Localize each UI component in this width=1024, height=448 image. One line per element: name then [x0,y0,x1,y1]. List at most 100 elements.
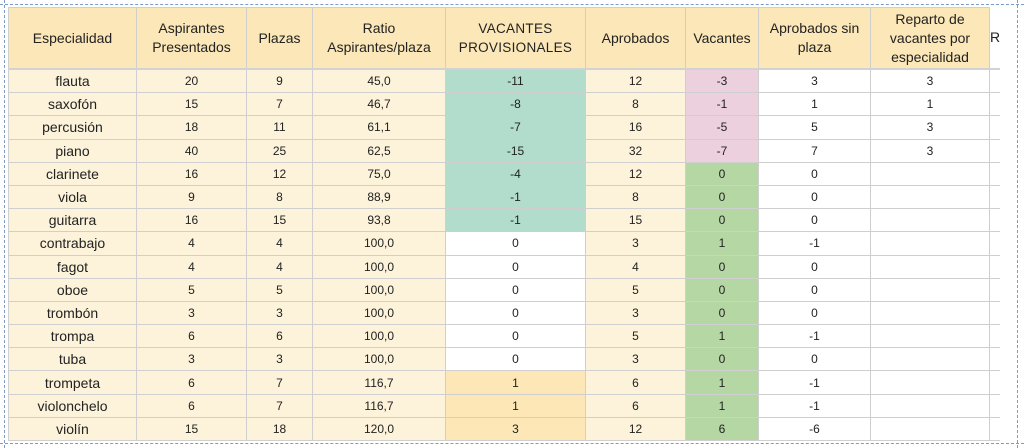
cell-ratio[interactable]: 100,0 [312,300,446,326]
cell-vacantes[interactable]: 0 [685,277,759,302]
cell-ratio[interactable]: 46,7 [312,92,446,117]
cell-especialidad[interactable]: fagot [8,254,137,279]
cell-plazas[interactable]: 7 [246,393,313,418]
cell-vacantes[interactable]: 6 [685,416,759,442]
cell-vacantes-provisionales[interactable]: 3 [445,416,586,442]
header-aspirantes[interactable]: Aspirantes Presentados [136,7,247,70]
cell-vacantes-provisionales[interactable]: -1 [445,208,586,233]
cell-reparto[interactable] [870,347,990,372]
cell-aspirantes[interactable]: 20 [136,68,247,94]
cell-especialidad[interactable]: piano [8,138,137,163]
cell-vacantes[interactable]: 1 [685,370,759,395]
cell-aprobados[interactable]: 3 [585,231,686,256]
cell-aprobados[interactable]: 5 [585,277,686,302]
cell-reparto[interactable] [870,231,990,256]
cell-ratio[interactable]: 93,8 [312,208,446,233]
cell-aspirantes[interactable]: 9 [136,184,247,210]
cell-plazas[interactable]: 4 [246,254,313,279]
cell-aspirantes[interactable]: 4 [136,231,247,256]
cell-aspirantes[interactable]: 18 [136,115,247,140]
cell-ratio[interactable]: 120,0 [312,416,446,442]
cell-vacantes[interactable]: 0 [685,161,759,186]
cell-aprobados[interactable]: 15 [585,208,686,233]
cell-aspirantes[interactable]: 6 [136,370,247,395]
cell-ratio[interactable]: 116,7 [312,370,446,395]
cell-vacantes-provisionales[interactable]: -15 [445,138,586,163]
cell-aspirantes[interactable]: 15 [136,416,247,442]
cell-vacantes-provisionales[interactable]: -4 [445,161,586,186]
cell-extra[interactable] [989,300,1001,326]
cell-aprobados[interactable]: 8 [585,92,686,117]
cell-vacantes-provisionales[interactable]: 0 [445,277,586,302]
cell-especialidad[interactable]: trompeta [8,370,137,395]
cell-plazas[interactable]: 4 [246,231,313,256]
cell-reparto[interactable] [870,370,990,395]
cell-especialidad[interactable]: violonchelo [8,393,137,418]
cell-aprobados-sin-plaza[interactable]: -1 [758,393,871,418]
cell-vacantes-provisionales[interactable]: -1 [445,184,586,210]
cell-vacantes-provisionales[interactable]: 0 [445,254,586,279]
cell-aprobados-sin-plaza[interactable]: 0 [758,208,871,233]
cell-extra[interactable] [989,347,1001,372]
cell-plazas[interactable]: 7 [246,370,313,395]
cell-aprobados-sin-plaza[interactable]: -1 [758,231,871,256]
cell-plazas[interactable]: 7 [246,92,313,117]
cell-reparto[interactable]: 3 [870,68,990,94]
cell-extra[interactable] [989,184,1001,210]
cell-aspirantes[interactable]: 3 [136,347,247,372]
cell-aprobados-sin-plaza[interactable]: 3 [758,68,871,94]
cell-aprobados[interactable]: 32 [585,138,686,163]
cell-extra[interactable] [989,324,1001,349]
cell-reparto[interactable]: 1 [870,92,990,117]
cell-extra[interactable] [989,370,1001,395]
cell-reparto[interactable] [870,300,990,326]
cell-reparto[interactable] [870,393,990,418]
cell-vacantes[interactable]: 0 [685,184,759,210]
cell-aprobados[interactable]: 5 [585,324,686,349]
header-plazas[interactable]: Plazas [246,7,313,70]
cell-plazas[interactable]: 3 [246,347,313,372]
cell-aprobados-sin-plaza[interactable]: 1 [758,92,871,117]
cell-especialidad[interactable]: trompa [8,324,137,349]
cell-vacantes-provisionales[interactable]: 0 [445,231,586,256]
cell-aprobados-sin-plaza[interactable]: -1 [758,324,871,349]
cell-plazas[interactable]: 5 [246,277,313,302]
cell-ratio[interactable]: 100,0 [312,324,446,349]
cell-vacantes[interactable]: -5 [685,115,759,140]
cell-reparto[interactable]: 3 [870,138,990,163]
cell-vacantes[interactable]: 0 [685,347,759,372]
cell-aprobados[interactable]: 12 [585,68,686,94]
header-aprobados-sin-plaza[interactable]: Aprobados sin plaza [758,7,871,70]
cell-aspirantes[interactable]: 16 [136,161,247,186]
cell-reparto[interactable] [870,277,990,302]
cell-vacantes[interactable]: 1 [685,393,759,418]
cell-aprobados-sin-plaza[interactable]: 0 [758,347,871,372]
cell-vacantes[interactable]: 0 [685,300,759,326]
cell-vacantes[interactable]: 0 [685,254,759,279]
cell-plazas[interactable]: 3 [246,300,313,326]
cell-vacantes-provisionales[interactable]: 0 [445,347,586,372]
cell-especialidad[interactable]: violín [8,416,137,442]
header-vacantes[interactable]: Vacantes [685,7,759,70]
cell-aspirantes[interactable]: 6 [136,393,247,418]
cell-aprobados[interactable]: 3 [585,347,686,372]
cell-extra[interactable] [989,138,1001,163]
cell-reparto[interactable] [870,324,990,349]
cell-ratio[interactable]: 45,0 [312,68,446,94]
header-aprobados[interactable]: Aprobados [585,7,686,70]
cell-plazas[interactable]: 8 [246,184,313,210]
cell-ratio[interactable]: 100,0 [312,231,446,256]
cell-aprobados-sin-plaza[interactable]: 7 [758,138,871,163]
cell-reparto[interactable] [870,416,990,442]
cell-plazas[interactable]: 11 [246,115,313,140]
cell-plazas[interactable]: 9 [246,68,313,94]
cell-aspirantes[interactable]: 40 [136,138,247,163]
cell-vacantes-provisionales[interactable]: 0 [445,324,586,349]
cell-vacantes[interactable]: -3 [685,68,759,94]
cell-extra[interactable] [989,161,1001,186]
cell-ratio[interactable]: 88,9 [312,184,446,210]
cell-especialidad[interactable]: trombón [8,300,137,326]
cell-aprobados-sin-plaza[interactable]: 0 [758,161,871,186]
cell-ratio[interactable]: 61,1 [312,115,446,140]
cell-reparto[interactable] [870,184,990,210]
